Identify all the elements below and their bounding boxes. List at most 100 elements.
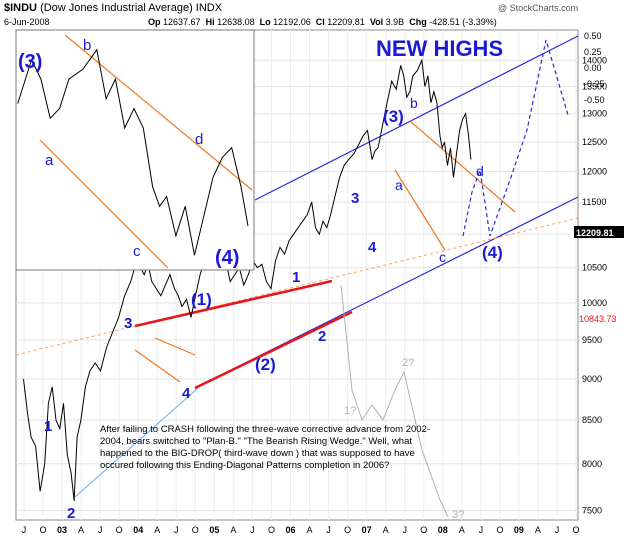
high-label: Hi (205, 17, 215, 27)
wedge-lower-line (194, 310, 353, 390)
y-tick-label: 13500 (582, 81, 607, 91)
new-highs-annotation: NEW HIGHS (376, 36, 503, 61)
x-tick-label: O (116, 525, 123, 535)
wave-labels: (3) b a c d (4) 1 2 3 4 (1) (2) 1 2 3 4 … (18, 37, 503, 522)
wave-d-2008: d (476, 163, 484, 179)
hypothetical-crash-path (340, 284, 449, 518)
y-tick-label: 12500 (582, 137, 607, 147)
open-value: 12637.67 (163, 17, 201, 27)
gray-label-2q: 2? (402, 357, 414, 369)
change-value: -428.51 (-3.39%) (429, 17, 497, 27)
ohlc-bar: Op 12637.67 Hi 12638.08 Lo 12192.06 Cl 1… (148, 17, 497, 27)
gray-label-1q: 1? (344, 405, 356, 417)
stockcharts-brand[interactable]: @ StockCharts.com (498, 3, 579, 13)
indicator-tick-label: -0.50 (584, 95, 605, 105)
close-label: Cl (315, 17, 325, 27)
volume-value: 3.9B (385, 17, 405, 27)
inset-chart (15, 29, 255, 271)
x-tick-label: J (98, 525, 103, 535)
x-axis-labels: J O 03 A J O 04 A J O 05 A J O 06 A J O 07 A J O 08 A J O 09 A J O (22, 525, 580, 535)
high-value: 12638.08 (217, 17, 255, 27)
index-name: (Dow Jones Industrial Average) (40, 2, 193, 14)
orange-channel-2004-bottom (134, 349, 181, 383)
wave-1-paren: (1) (191, 290, 212, 309)
projection-path (462, 39, 569, 237)
wave-2-2003: 2 (67, 505, 75, 522)
x-tick-label: A (383, 525, 389, 535)
orange-channel-2004-top (154, 337, 196, 356)
inset-wave-a: a (45, 152, 54, 169)
y-axis-labels: 1400013500130001250012000115001100010500… (582, 31, 607, 515)
exchange: INDX (195, 2, 223, 14)
orange-channel-2008-top (409, 120, 516, 213)
gray-label-3q: 3? (452, 509, 464, 521)
y-tick-label: 8000 (582, 459, 602, 469)
wave-1-2006: 1 (292, 269, 300, 286)
wave-4-paren-2008: (4) (482, 243, 503, 262)
x-tick-label: A (535, 525, 541, 535)
x-tick-label: A (230, 525, 236, 535)
inset-wave-d: d (195, 131, 203, 148)
indicator-tick-label: 0.00 (584, 63, 602, 73)
gray-labels: 1? 2? 3? (344, 357, 464, 521)
indicator-tick-label: -0.25 (584, 79, 605, 89)
wave-2-2006: 2 (318, 328, 326, 345)
y-tick-label: 14000 (582, 55, 607, 65)
ref-price-label: 10843.73 (579, 314, 617, 324)
x-tick-label: J (555, 525, 560, 535)
wave-a-2007: a (395, 177, 403, 193)
wave-3-2004: 3 (124, 315, 132, 332)
x-tick-label: J (250, 525, 255, 535)
x-tick-label: O (40, 525, 47, 535)
close-value: 12209.81 (327, 17, 365, 27)
symbol: $INDU (4, 2, 38, 14)
x-tick-label: 03 (57, 525, 67, 535)
x-tick-label: 04 (133, 525, 143, 535)
x-tick-label: A (307, 525, 313, 535)
x-tick-label: 07 (362, 525, 372, 535)
chart-date: 6-Jun-2008 (4, 17, 50, 27)
wave-4-2007: 4 (368, 239, 377, 256)
y-tick-label: 7500 (582, 505, 602, 515)
indicator-tick-label: 0.25 (584, 47, 602, 57)
low-label: Lo (259, 17, 271, 27)
change-label: Chg (409, 17, 427, 27)
commentary-note: After failing to CRASH following the thr… (100, 424, 431, 471)
wave-1-2003: 1 (44, 418, 52, 435)
price-series-line (23, 58, 472, 501)
x-tick-label: A (154, 525, 160, 535)
open-label: Op (148, 17, 161, 27)
x-tick-label: O (420, 525, 427, 535)
y-tick-label: 13000 (582, 109, 607, 119)
x-tick-label: A (78, 525, 84, 535)
x-tick-label: 09 (514, 525, 524, 535)
x-tick-label: O (344, 525, 351, 535)
inset-channel-top (64, 34, 253, 191)
x-tick-label: A (459, 525, 465, 535)
early-support-line (74, 387, 199, 498)
wedge-upper-line (134, 279, 333, 328)
x-tick-label: 08 (438, 525, 448, 535)
x-tick-label: J (326, 525, 331, 535)
x-tick-label: O (572, 525, 579, 535)
orange-channel-2008-bottom (394, 169, 446, 251)
y-tick-label: 10000 (582, 298, 607, 308)
wave-c-2008: c (439, 249, 446, 265)
x-tick-label: J (402, 525, 407, 535)
wave-b-2007: b (410, 95, 418, 111)
x-tick-label: O (192, 525, 199, 535)
x-tick-label: 06 (285, 525, 295, 535)
x-tick-label: J (22, 525, 27, 535)
indicator-tick-label: 0.50 (584, 31, 602, 41)
inset-wave-3: (3) (18, 51, 42, 73)
y-tick-label: 10500 (582, 263, 607, 273)
ticker-title: $INDU (Dow Jones Industrial Average) IND… (4, 2, 222, 14)
last-price-tag: 12209.81 (574, 226, 624, 238)
inset-channel-bottom (39, 139, 169, 269)
inset-wave-b: b (83, 37, 91, 54)
y-tick-label: 11500 (582, 197, 606, 207)
upper-channel-line (254, 35, 579, 201)
inset-wave-c: c (133, 243, 141, 260)
wave-4-2004: 4 (182, 385, 191, 402)
